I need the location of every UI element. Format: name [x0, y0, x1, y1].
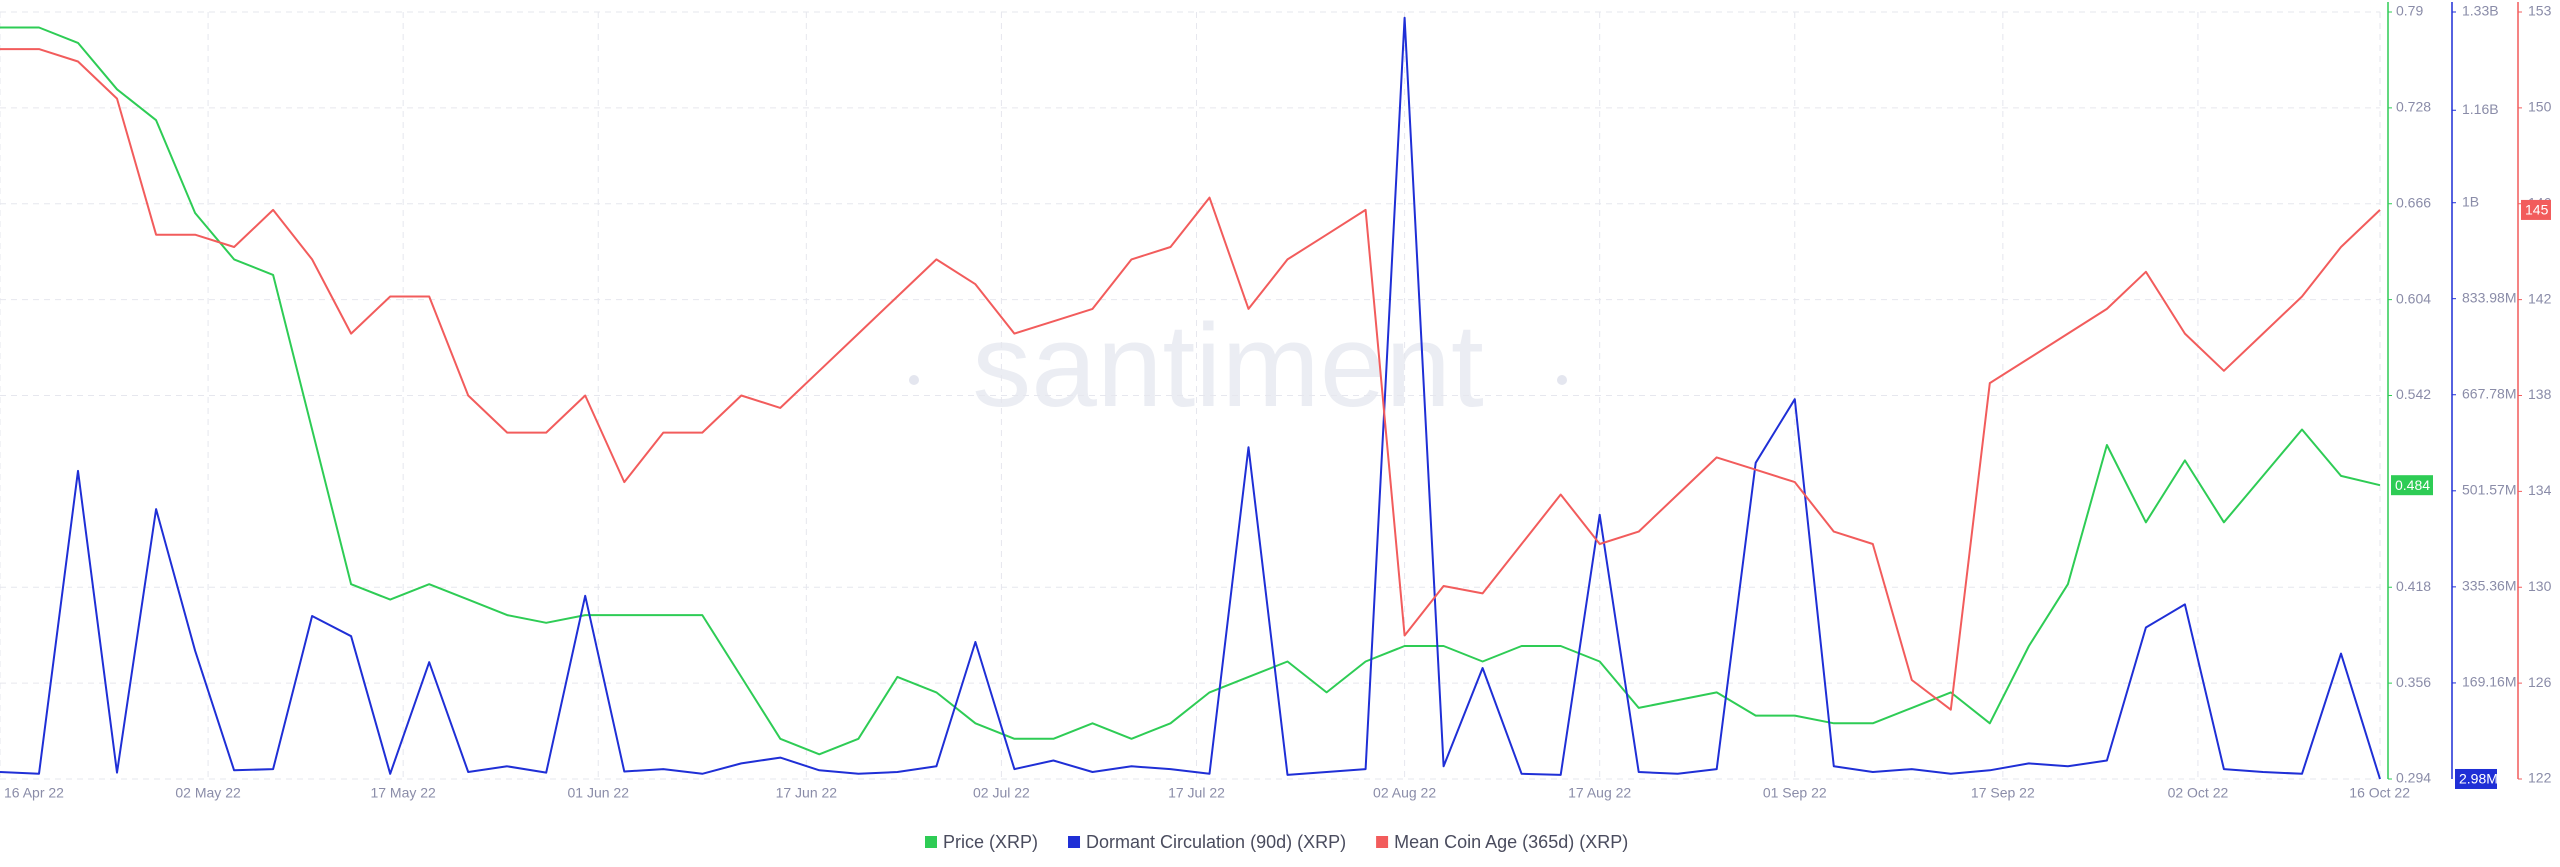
legend-swatch	[1376, 836, 1389, 848]
y-tick-label: 501.57M	[2462, 482, 2516, 498]
x-tick-label: 17 May 22	[370, 785, 436, 801]
y-tick-label: 130	[2528, 578, 2552, 594]
y-tick-label: 833.98M	[2462, 289, 2516, 305]
y-tick-label: 122	[2528, 770, 2552, 786]
last-value-box	[2455, 768, 2497, 789]
series-line	[0, 48, 2381, 711]
watermark-dot	[1557, 375, 1567, 385]
last-value-box	[2521, 199, 2551, 220]
x-tick-label: 17 Jun 22	[776, 785, 838, 801]
legend-swatch	[1068, 836, 1081, 848]
last-value-label: 2.98M	[2459, 771, 2498, 787]
y-tick-label: 0.294	[2396, 770, 2431, 786]
y-tick-label: 0.728	[2396, 99, 2431, 115]
watermark: santiment	[972, 300, 1484, 432]
y-tick-label: 169.16M	[2462, 674, 2516, 690]
legend-label: Mean Coin Age (365d) (XRP)	[1394, 832, 1628, 852]
y-tick-label: 667.78M	[2462, 385, 2516, 401]
x-tick-label: 17 Aug 22	[1568, 785, 1631, 801]
y-tick-label: 0.356	[2396, 674, 2431, 690]
y-tick-label: 0.79	[2396, 3, 2423, 19]
x-tick-label: 02 Oct 22	[2168, 785, 2229, 801]
series-line	[0, 16, 2381, 780]
y-tick-label: 335.36M	[2462, 578, 2516, 594]
y-tick-label: 134	[2528, 482, 2552, 498]
x-tick-label: 01 Jun 22	[568, 785, 630, 801]
y-tick-label: 1.16B	[2462, 101, 2499, 117]
y-tick-label: 150	[2528, 99, 2552, 115]
y-tick-label: 0.418	[2396, 578, 2431, 594]
y-tick-label: 153	[2528, 3, 2552, 19]
y-tick-label: 1.33B	[2462, 3, 2499, 19]
y-tick-label: 0.542	[2396, 386, 2431, 402]
y-tick-label: 1B	[2462, 193, 2479, 209]
x-tick-label: 02 Aug 22	[1373, 785, 1436, 801]
watermark-dot	[909, 375, 919, 385]
x-tick-label: 17 Sep 22	[1971, 785, 2035, 801]
last-value-box	[2391, 475, 2433, 496]
last-value-label: 145	[2525, 202, 2549, 218]
series-line	[0, 26, 2381, 756]
y-tick-label: 138	[2528, 386, 2552, 402]
y-tick-label: 142	[2528, 290, 2552, 306]
legend-swatch	[925, 836, 937, 848]
legend-label: Price (XRP)	[943, 832, 1038, 852]
legend-label: Dormant Circulation (90d) (XRP)	[1086, 832, 1346, 852]
last-value-label: 0.484	[2395, 477, 2430, 493]
x-tick-label: 16 Oct 22	[2349, 785, 2410, 801]
x-tick-label: 16 Apr 22	[4, 785, 64, 801]
y-tick-label: 0.666	[2396, 194, 2431, 210]
x-tick-label: 01 Sep 22	[1763, 785, 1827, 801]
y-tick-label: 126	[2528, 674, 2552, 690]
x-tick-label: 02 Jul 22	[973, 785, 1030, 801]
y-tick-label: 0.604	[2396, 290, 2431, 306]
x-tick-label: 02 May 22	[175, 785, 241, 801]
x-tick-label: 17 Jul 22	[1168, 785, 1225, 801]
